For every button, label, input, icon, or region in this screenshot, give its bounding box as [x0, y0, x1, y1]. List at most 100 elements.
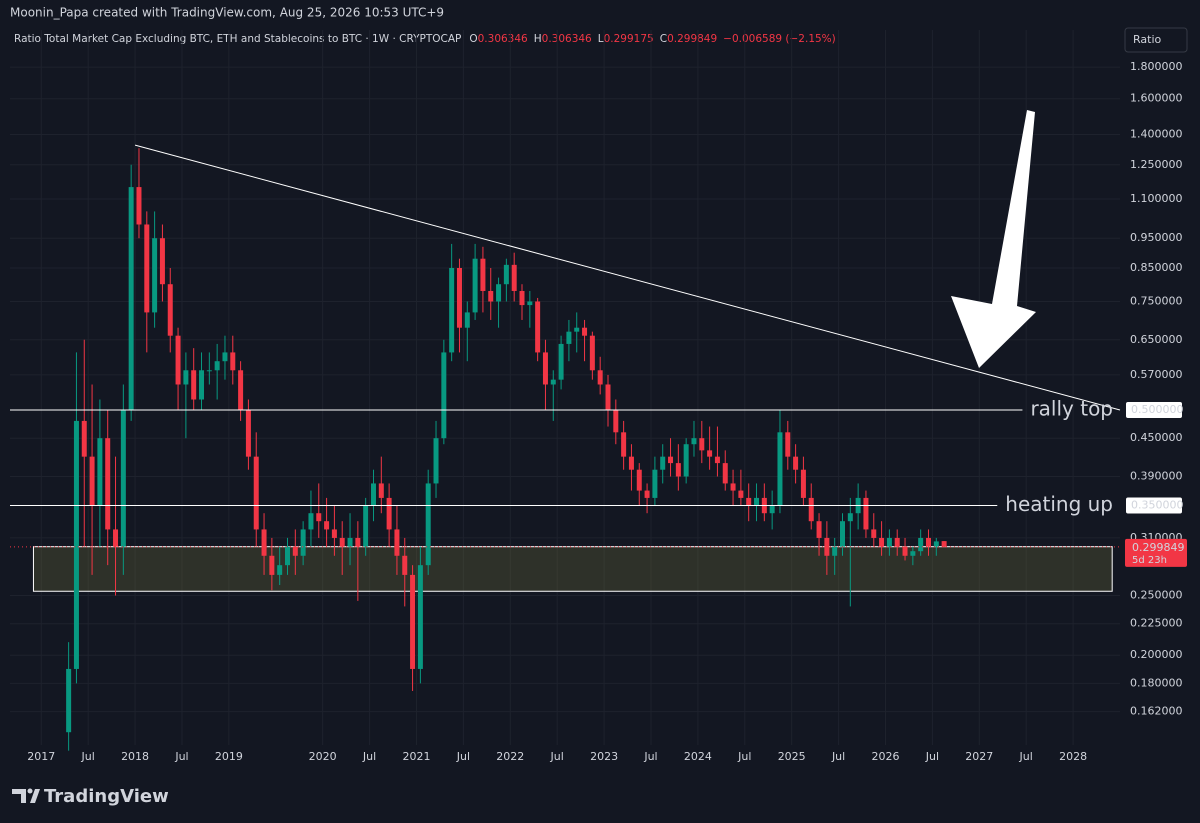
candle-body [816, 521, 822, 538]
candle-body [175, 335, 181, 385]
candle-body [894, 537, 900, 547]
candle-body [261, 529, 267, 556]
x-tick-label: 2027 [965, 750, 993, 763]
candle-body [378, 483, 384, 498]
brand-text: TradingView [44, 786, 169, 807]
candle-body [535, 301, 541, 353]
candle-body [902, 546, 908, 556]
change: −0.006589 (−2.15%) [723, 33, 836, 45]
candle-body [370, 483, 376, 506]
candle-body [206, 370, 212, 372]
price-label: 0.350000 [1131, 498, 1184, 511]
candle-body [472, 258, 478, 313]
ohlc-value: 0.299849 [667, 33, 717, 45]
x-tick-label: 2028 [1059, 750, 1087, 763]
candle-body [699, 438, 705, 451]
candle-body [253, 456, 259, 530]
x-tick-label: 2026 [871, 750, 899, 763]
ohlc-label: O [469, 33, 477, 45]
candle-body [597, 370, 603, 385]
candle-body [464, 312, 470, 328]
y-tick-label: 0.850000 [1130, 261, 1183, 274]
candle-body [402, 555, 408, 575]
x-tick-label: Jul [174, 750, 188, 763]
y-tick-label: 0.390000 [1130, 469, 1183, 482]
candle-body [871, 529, 877, 538]
candle-body [933, 541, 939, 547]
last-price-label: 0.299849 [1132, 541, 1185, 554]
y-tick-label: 0.750000 [1130, 294, 1183, 307]
candle-body [832, 546, 838, 556]
candle-body [574, 327, 580, 332]
candle-body [316, 513, 322, 522]
candle-body [918, 537, 924, 552]
candle-body [456, 267, 462, 328]
candle-body [589, 335, 595, 371]
ohlc-label: L [598, 33, 604, 45]
x-tick-label: 2025 [778, 750, 806, 763]
candle-body [527, 301, 533, 306]
candle-body [925, 537, 931, 547]
y-tick-label: 0.162000 [1130, 705, 1183, 718]
y-tick-label: 1.250000 [1130, 158, 1183, 171]
candle-body [668, 456, 674, 464]
candle-body [683, 444, 689, 477]
candle-body [558, 343, 564, 380]
scale-button-label[interactable]: Ratio [1133, 33, 1162, 46]
x-tick-label: Jul [643, 750, 657, 763]
candle-body [222, 352, 228, 362]
candle-body [331, 529, 337, 538]
candle-body [550, 379, 556, 385]
y-tick-label: 0.570000 [1130, 368, 1183, 381]
candle-body [613, 409, 619, 433]
candle-body [441, 352, 447, 439]
x-tick-label: 2022 [496, 750, 524, 763]
x-tick-label: Jul [831, 750, 845, 763]
candle-body [73, 420, 79, 669]
price-label: 0.500000 [1131, 403, 1184, 416]
candle-body [582, 327, 588, 336]
candle-body [863, 497, 869, 530]
x-tick-label: Jul [550, 750, 564, 763]
x-tick-label: Jul [925, 750, 939, 763]
candle-body [324, 521, 330, 530]
candle-body [730, 483, 736, 491]
hline-label: rally top [1030, 396, 1113, 420]
candle-body [605, 384, 611, 410]
candle-body [488, 290, 494, 302]
candle-body [652, 469, 658, 498]
candle-body [355, 537, 361, 547]
price-label-box [1126, 497, 1182, 514]
candle-body [167, 284, 173, 336]
candle-body [519, 290, 525, 306]
candle-body [941, 541, 947, 547]
candle-body [66, 668, 72, 733]
candle-body [191, 370, 197, 400]
x-tick-label: 2024 [684, 750, 712, 763]
candle-body [347, 537, 353, 547]
logo-mark [12, 789, 26, 803]
candle-body [386, 497, 392, 530]
candle-body [503, 264, 509, 285]
candle-body [97, 438, 103, 506]
y-tick-label: 1.400000 [1130, 127, 1183, 140]
candle-body [144, 224, 150, 313]
candle-body [339, 537, 345, 547]
ohlc-label: C [660, 33, 667, 45]
candle-body [621, 432, 627, 457]
candle-body [183, 370, 189, 385]
brand-logo: TradingView [12, 786, 169, 807]
ohlc-value: 0.299175 [604, 33, 654, 45]
support-zone [32, 546, 1113, 592]
candle-body [285, 546, 290, 566]
candle-body [714, 456, 720, 464]
x-tick-label: 2018 [121, 750, 149, 763]
candle-body [308, 513, 314, 530]
candle-body [660, 456, 666, 470]
ohlc-value: 0.306346 [542, 33, 592, 45]
scale-button[interactable] [1124, 27, 1188, 53]
candle-body [542, 352, 548, 385]
x-tick-label: 2021 [402, 750, 430, 763]
candle-body [292, 546, 298, 556]
